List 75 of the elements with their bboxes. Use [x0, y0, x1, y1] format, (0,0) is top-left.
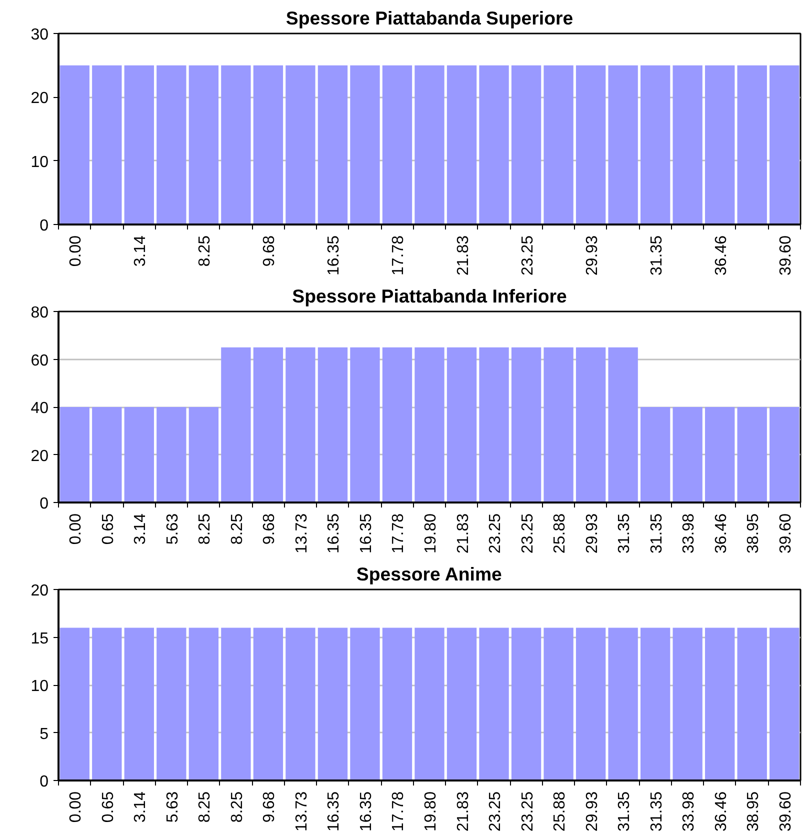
x-tick-label: 5.63 [164, 513, 182, 545]
y-tick-label: 5 [40, 726, 49, 743]
x-tick-label: 5.63 [164, 791, 182, 823]
y-tick-label: 15 [30, 630, 49, 648]
x-tick-label: 13.73 [293, 513, 310, 554]
x-tick-label: 29.93 [584, 791, 601, 832]
x-tick-label: 8.25 [228, 791, 246, 823]
x-tick-label: 31.35 [616, 513, 634, 554]
x-tick-label: 31.35 [648, 791, 666, 832]
y-tick-label: 20 [30, 90, 49, 108]
x-tick-label: 17.78 [390, 235, 408, 276]
x-tick-label: 25.88 [552, 791, 569, 832]
x-tick-label: 13.73 [293, 791, 310, 832]
x-tick-label: 39.60 [777, 513, 794, 554]
x-tick-label: 0.65 [100, 791, 117, 823]
chart-title: Spessore Piattabanda Inferiore [292, 286, 567, 306]
x-tick-label: 19.80 [422, 791, 440, 832]
chart-title: Spessore Anime [356, 564, 502, 584]
y-tick-label: 10 [30, 678, 49, 695]
x-tick-label: 21.83 [454, 235, 472, 276]
x-tick-label: 0.65 [100, 513, 117, 545]
x-tick-label: 16.35 [326, 791, 343, 832]
x-tick-label: 23.25 [487, 791, 504, 832]
x-tick-label: 38.95 [745, 791, 762, 832]
x-tick-label: 23.25 [519, 235, 536, 276]
x-tick-label: 0.00 [68, 513, 85, 545]
x-tick-label: 36.46 [712, 235, 730, 276]
x-tick-label: 38.95 [745, 513, 762, 554]
x-tick-label: 8.25 [196, 513, 214, 545]
x-tick-label: 8.25 [196, 791, 214, 823]
x-tick-label: 17.78 [390, 513, 408, 554]
x-tick-label: 31.35 [648, 235, 666, 276]
x-tick-label: 17.78 [390, 791, 408, 832]
x-tick-label: 3.14 [132, 791, 150, 823]
x-tick-label: 29.93 [584, 513, 601, 554]
chart-title: Spessore Piattabanda Superiore [286, 8, 574, 28]
x-tick-label: 0.00 [68, 791, 85, 823]
x-tick-label: 3.14 [132, 513, 150, 545]
x-tick-label: 23.25 [519, 513, 536, 554]
x-tick-label: 23.25 [487, 513, 504, 554]
x-tick-label: 9.68 [261, 235, 278, 267]
x-tick-label: 33.98 [680, 791, 698, 832]
x-tick-label: 25.88 [552, 513, 569, 554]
y-tick-label: 20 [30, 582, 49, 600]
x-tick-label: 9.68 [261, 513, 278, 545]
x-tick-label: 3.14 [132, 235, 150, 267]
x-tick-label: 36.46 [712, 513, 730, 554]
x-tick-label: 21.83 [454, 791, 472, 832]
y-tick-label: 0 [40, 218, 49, 234]
y-tick-label: 30 [30, 26, 49, 44]
y-tick-label: 20 [30, 448, 49, 465]
x-tick-label: 8.25 [196, 235, 214, 267]
y-tick-label: 10 [30, 154, 49, 171]
x-tick-label: 16.35 [358, 791, 375, 832]
x-tick-label: 33.98 [680, 513, 698, 554]
x-tick-label: 8.25 [228, 513, 246, 545]
x-tick-label: 19.80 [422, 513, 440, 554]
x-tick-label: 21.83 [454, 513, 472, 554]
y-tick-label: 60 [30, 352, 49, 370]
x-tick-label: 16.35 [358, 513, 375, 554]
y-tick-label: 0 [40, 774, 49, 790]
x-tick-label: 29.93 [584, 235, 601, 276]
x-tick-label: 39.60 [777, 235, 794, 276]
x-tick-label: 23.25 [519, 791, 536, 832]
x-tick-label: 16.35 [326, 235, 343, 276]
x-tick-label: 36.46 [712, 791, 730, 832]
x-tick-label: 31.35 [648, 513, 666, 554]
x-tick-label: 39.60 [777, 791, 794, 832]
x-tick-label: 0.00 [68, 235, 85, 267]
y-tick-label: 40 [30, 400, 49, 417]
x-tick-label: 9.68 [261, 791, 278, 823]
x-tick-label: 16.35 [326, 513, 343, 554]
y-tick-label: 0 [40, 496, 49, 512]
x-tick-label: 31.35 [616, 791, 634, 832]
y-tick-label: 80 [30, 304, 49, 322]
